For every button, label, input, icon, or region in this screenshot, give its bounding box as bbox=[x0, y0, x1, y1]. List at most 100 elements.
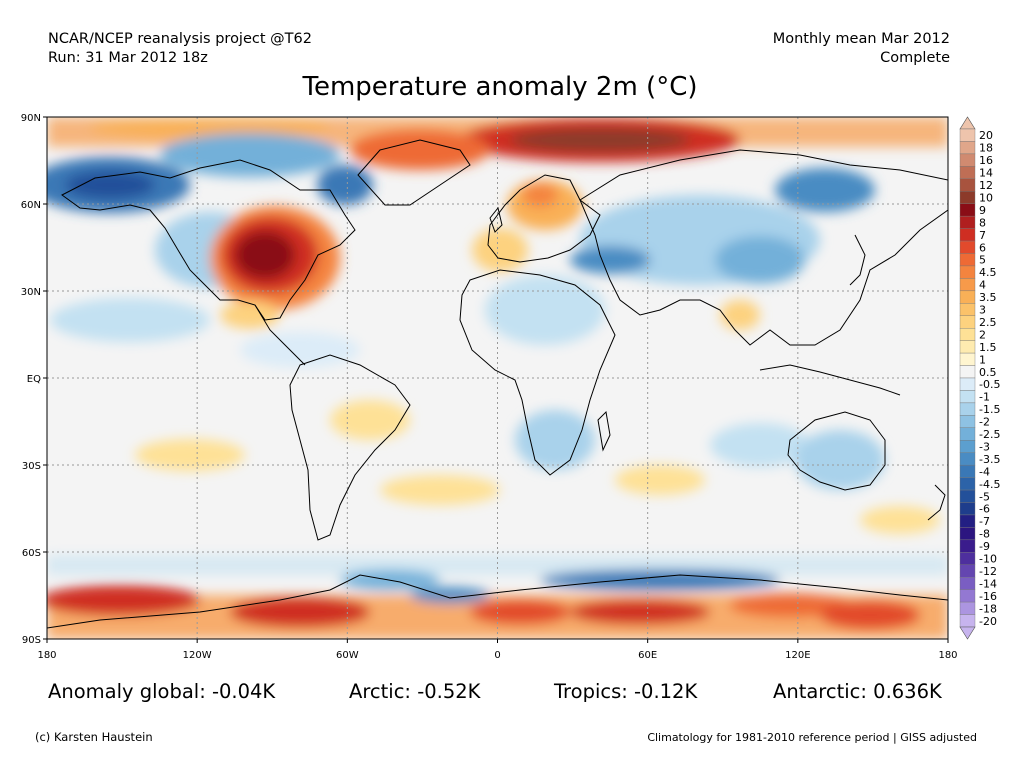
colorbar-label: 14 bbox=[979, 167, 993, 180]
colorbar-swatch bbox=[959, 191, 976, 204]
indonesia-outline bbox=[759, 364, 901, 396]
colorbar-label: -14 bbox=[979, 577, 997, 590]
uk-outline bbox=[489, 206, 503, 233]
lat-tick-label: 60N bbox=[21, 200, 41, 211]
colorbar-label: -3 bbox=[979, 440, 990, 453]
colorbar-label: -7 bbox=[979, 515, 990, 528]
colorbar-label: 1 bbox=[979, 353, 986, 366]
greenland-outline bbox=[357, 139, 471, 206]
colorbar-label: -4 bbox=[979, 465, 990, 478]
colorbar-label: -5 bbox=[979, 490, 990, 503]
colorbar-swatch bbox=[959, 340, 976, 354]
header-left: NCAR/NCEP reanalysis project @T62 Run: 3… bbox=[48, 30, 312, 68]
colorbar-swatch bbox=[959, 328, 976, 341]
stat-arctic: Arctic: -0.52K bbox=[349, 680, 481, 703]
colorbar-swatch bbox=[959, 477, 976, 491]
colorbar-swatch bbox=[959, 265, 976, 279]
colorbar-swatch bbox=[959, 215, 976, 229]
stat-tropics: Tropics: -0.12K bbox=[554, 680, 698, 703]
antarctica-outline bbox=[47, 574, 948, 629]
colorbar-label: -20 bbox=[979, 615, 997, 628]
colorbar-swatch bbox=[959, 464, 976, 478]
colorbar-label: -0.5 bbox=[979, 378, 1000, 391]
colorbar-swatch bbox=[959, 203, 976, 217]
colorbar-label: -9 bbox=[979, 540, 990, 553]
colorbar-swatch bbox=[959, 452, 976, 466]
colorbar-swatch bbox=[959, 589, 976, 603]
colorbar-swatch bbox=[959, 502, 976, 516]
colorbar-label: 6 bbox=[979, 241, 986, 254]
colorbar-label: 12 bbox=[979, 179, 993, 192]
new-zealand-outline bbox=[927, 484, 946, 521]
colorbar-swatch bbox=[959, 514, 976, 528]
colorbar-label: 0.5 bbox=[979, 366, 997, 379]
colorbar-swatch bbox=[959, 552, 976, 565]
colorbar-swatch bbox=[959, 377, 976, 391]
north-america-outline bbox=[61, 159, 356, 321]
asia-outline bbox=[579, 149, 948, 346]
colorbar-label: -16 bbox=[979, 590, 997, 603]
colorbar-swatch bbox=[959, 128, 976, 142]
europe-outline bbox=[487, 174, 601, 263]
colorbar-swatch bbox=[959, 352, 976, 366]
status-label: Complete bbox=[880, 50, 950, 66]
colorbar-label: -8 bbox=[979, 528, 990, 541]
colorbar-swatch bbox=[959, 614, 976, 628]
colorbar-swatch bbox=[959, 415, 976, 429]
longitude-axis: 180 120W 60W 0 60E 120E 180 bbox=[37, 639, 958, 661]
colorbar-swatch bbox=[959, 166, 976, 180]
lon-tick-label: 180 bbox=[37, 650, 56, 661]
colorbar-swatch bbox=[959, 489, 976, 503]
colorbar-swatch bbox=[959, 402, 976, 416]
colorbar-label: -4.5 bbox=[979, 478, 1000, 491]
colorbar-label: 10 bbox=[979, 191, 993, 204]
colorbar-swatch bbox=[959, 539, 976, 553]
latitude-axis: 90N 60N 30N EQ 30S 60S 90S bbox=[21, 113, 47, 646]
colorbar-label: 20 bbox=[979, 129, 993, 142]
colorbar-label: 7 bbox=[979, 229, 986, 242]
lat-tick-label: 30S bbox=[22, 461, 41, 472]
colorbar-label: -2.5 bbox=[979, 428, 1000, 441]
anomaly-stats: Anomaly global: -0.04K Arctic: -0.52K Tr… bbox=[48, 680, 958, 706]
colorbar-max-arrow bbox=[959, 116, 976, 130]
stat-antarctic: Antarctic: 0.636K bbox=[773, 680, 942, 703]
colorbar-label: 2 bbox=[979, 328, 986, 341]
credit-text: (c) Karsten Haustein bbox=[35, 730, 153, 744]
colorbar-swatch bbox=[959, 390, 976, 404]
colorbar-swatch bbox=[959, 178, 976, 192]
colorbar-swatch bbox=[959, 228, 976, 242]
colorbar: 201816141210987654.543.532.521.510.5-0.5… bbox=[959, 116, 1000, 640]
colorbar-label: 1.5 bbox=[979, 341, 997, 354]
lat-tick-label: 90S bbox=[22, 635, 41, 646]
lat-tick-label: 60S bbox=[22, 548, 41, 559]
colorbar-label: 3.5 bbox=[979, 291, 997, 304]
colorbar-swatch bbox=[959, 440, 976, 453]
colorbar-swatch bbox=[959, 577, 976, 590]
graticule bbox=[47, 117, 948, 639]
colorbar-label: 18 bbox=[979, 142, 993, 155]
colorbar-swatch bbox=[959, 278, 976, 292]
period-label: Monthly mean Mar 2012 bbox=[772, 31, 950, 47]
colorbar-swatch bbox=[959, 303, 976, 316]
run-label: Run: 31 Mar 2012 18z bbox=[48, 50, 208, 66]
central-america-outline bbox=[254, 304, 306, 366]
south-america-outline bbox=[289, 354, 411, 541]
colorbar-swatch bbox=[959, 365, 976, 379]
japan-outline bbox=[849, 234, 866, 286]
colorbar-label: -18 bbox=[979, 602, 997, 615]
header-right: Monthly mean Mar 2012 Complete bbox=[773, 30, 950, 68]
lon-tick-label: 60W bbox=[336, 650, 359, 661]
lat-tick-label: EQ bbox=[27, 374, 41, 385]
colorbar-label: 3 bbox=[979, 304, 986, 317]
colorbar-min-arrow bbox=[959, 626, 976, 640]
colorbar-label: 2.5 bbox=[979, 316, 997, 329]
colorbar-label: -3.5 bbox=[979, 453, 1000, 466]
lon-tick-label: 120E bbox=[785, 650, 810, 661]
colorbar-label: -10 bbox=[979, 553, 997, 566]
stat-global: Anomaly global: -0.04K bbox=[48, 680, 276, 703]
colorbar-label: -6 bbox=[979, 503, 990, 516]
colorbar-label: -12 bbox=[979, 565, 997, 578]
model-label: NCAR/NCEP reanalysis project @T62 bbox=[48, 31, 312, 47]
